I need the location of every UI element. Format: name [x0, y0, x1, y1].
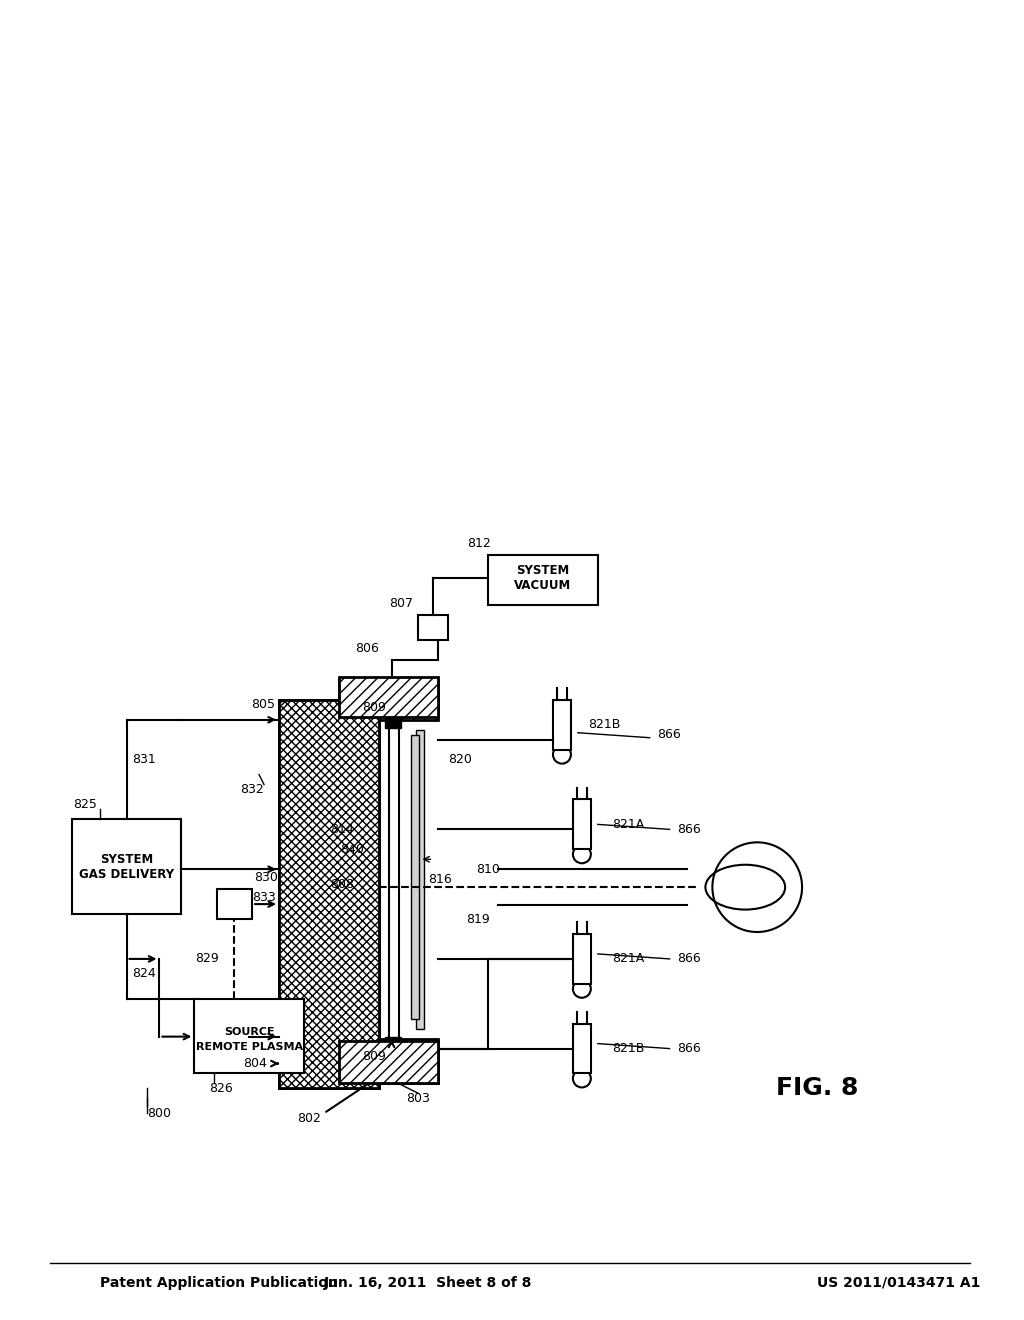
- Text: 821A: 821A: [611, 818, 644, 830]
- Text: 821B: 821B: [588, 718, 621, 731]
- Bar: [412, 735, 420, 1019]
- Text: 812: 812: [467, 537, 492, 550]
- Text: SYSTEM: SYSTEM: [100, 853, 154, 866]
- Text: 809: 809: [361, 701, 386, 714]
- Bar: [553, 700, 571, 750]
- Polygon shape: [339, 1040, 438, 1084]
- Bar: [385, 718, 400, 727]
- Bar: [488, 556, 598, 605]
- Bar: [279, 700, 379, 1089]
- Bar: [572, 800, 591, 849]
- Text: 816: 816: [428, 873, 453, 886]
- Bar: [572, 1024, 591, 1073]
- Text: 803: 803: [407, 1092, 430, 1105]
- Bar: [419, 615, 449, 640]
- Bar: [72, 820, 181, 913]
- Bar: [339, 1039, 438, 1084]
- Bar: [385, 1036, 400, 1047]
- Text: 800: 800: [147, 1107, 171, 1119]
- Text: 840: 840: [340, 842, 364, 855]
- Text: 866: 866: [678, 1041, 701, 1055]
- Bar: [339, 680, 438, 719]
- Text: 819: 819: [466, 912, 490, 925]
- Text: 814: 814: [330, 822, 353, 836]
- Text: Jun. 16, 2011  Sheet 8 of 8: Jun. 16, 2011 Sheet 8 of 8: [325, 1275, 532, 1290]
- Text: 806: 806: [354, 642, 379, 655]
- Text: 809: 809: [361, 1049, 386, 1063]
- Text: VACUUM: VACUUM: [514, 578, 571, 591]
- Bar: [217, 890, 252, 919]
- Text: 820: 820: [449, 754, 472, 766]
- Text: 831: 831: [132, 754, 157, 766]
- Text: 830: 830: [254, 871, 278, 883]
- Bar: [417, 730, 424, 1028]
- Text: 807: 807: [389, 597, 414, 610]
- Text: SOURCE: SOURCE: [224, 1027, 274, 1036]
- Text: 832: 832: [241, 783, 264, 796]
- Text: 804: 804: [243, 1057, 267, 1071]
- Text: 826: 826: [209, 1082, 233, 1094]
- Text: 808: 808: [330, 878, 353, 891]
- Text: US 2011/0143471 A1: US 2011/0143471 A1: [817, 1275, 980, 1290]
- Text: 829: 829: [196, 953, 219, 965]
- Polygon shape: [279, 700, 379, 1089]
- Polygon shape: [339, 677, 438, 717]
- Text: 810: 810: [476, 863, 500, 875]
- Text: 802: 802: [297, 1111, 321, 1125]
- Text: Patent Application Publication: Patent Application Publication: [99, 1275, 337, 1290]
- Text: 824: 824: [132, 968, 157, 981]
- Text: 805: 805: [251, 698, 275, 711]
- Text: FIG. 8: FIG. 8: [776, 1076, 858, 1101]
- Text: 866: 866: [678, 953, 701, 965]
- Text: 833: 833: [252, 891, 275, 904]
- Text: GAS DELIVERY: GAS DELIVERY: [79, 867, 174, 880]
- Text: 866: 866: [657, 729, 681, 742]
- Bar: [339, 1040, 438, 1084]
- Bar: [572, 935, 591, 983]
- Text: 825: 825: [73, 799, 96, 810]
- Text: 821A: 821A: [611, 953, 644, 965]
- Text: 866: 866: [678, 822, 701, 836]
- Text: SYSTEM: SYSTEM: [516, 564, 569, 577]
- Text: 821B: 821B: [611, 1041, 644, 1055]
- Bar: [195, 999, 304, 1073]
- Text: REMOTE PLASMA: REMOTE PLASMA: [196, 1041, 303, 1052]
